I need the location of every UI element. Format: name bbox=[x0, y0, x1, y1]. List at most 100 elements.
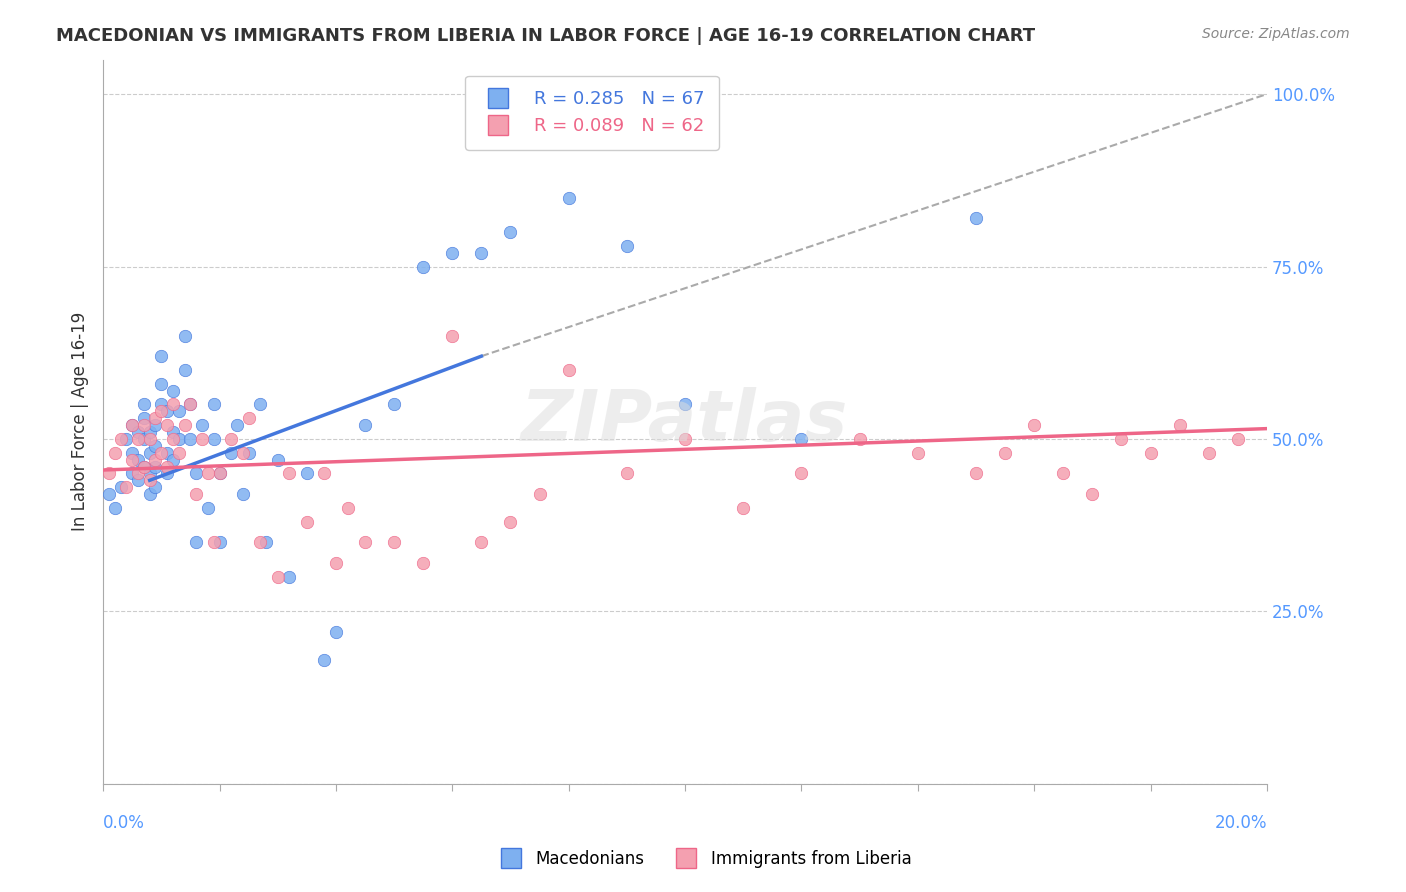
Point bbox=[249, 535, 271, 549]
Point bbox=[121, 446, 143, 460]
Point bbox=[145, 452, 167, 467]
Point bbox=[97, 487, 120, 501]
Point bbox=[325, 625, 347, 640]
Point bbox=[127, 474, 149, 488]
Point bbox=[616, 239, 638, 253]
Point bbox=[145, 418, 167, 433]
Point bbox=[127, 432, 149, 446]
Point bbox=[127, 467, 149, 481]
Point bbox=[238, 411, 260, 425]
Point bbox=[1139, 446, 1161, 460]
Point bbox=[145, 480, 167, 494]
Point bbox=[162, 384, 184, 398]
Point bbox=[156, 467, 179, 481]
Point bbox=[219, 432, 242, 446]
Point bbox=[1226, 432, 1249, 446]
Point bbox=[173, 418, 195, 433]
Point bbox=[529, 487, 551, 501]
Point bbox=[238, 446, 260, 460]
Point bbox=[557, 190, 579, 204]
Point bbox=[132, 411, 155, 425]
Point bbox=[191, 432, 214, 446]
Legend: Macedonians, Immigrants from Liberia: Macedonians, Immigrants from Liberia bbox=[488, 844, 918, 875]
Point bbox=[965, 211, 987, 226]
Point bbox=[470, 535, 492, 549]
Legend: R = 0.285   N = 67, R = 0.089   N = 62: R = 0.285 N = 67, R = 0.089 N = 62 bbox=[465, 76, 718, 150]
Point bbox=[382, 535, 405, 549]
Point bbox=[673, 397, 696, 411]
Point bbox=[254, 535, 277, 549]
Point bbox=[138, 432, 160, 446]
Y-axis label: In Labor Force | Age 16-19: In Labor Force | Age 16-19 bbox=[72, 312, 89, 532]
Point bbox=[470, 245, 492, 260]
Point bbox=[162, 432, 184, 446]
Text: Source: ZipAtlas.com: Source: ZipAtlas.com bbox=[1202, 27, 1350, 41]
Point bbox=[354, 535, 377, 549]
Point bbox=[673, 432, 696, 446]
Point bbox=[1198, 446, 1220, 460]
Point bbox=[115, 432, 138, 446]
Point bbox=[138, 467, 160, 481]
Point bbox=[232, 446, 254, 460]
Point bbox=[1168, 418, 1191, 433]
Point bbox=[150, 376, 173, 391]
Point bbox=[208, 467, 231, 481]
Point bbox=[132, 459, 155, 474]
Point bbox=[226, 418, 249, 433]
Point bbox=[97, 467, 120, 481]
Point bbox=[186, 487, 208, 501]
Point bbox=[145, 411, 167, 425]
Point bbox=[156, 404, 179, 418]
Point bbox=[138, 487, 160, 501]
Point bbox=[121, 452, 143, 467]
Point bbox=[167, 446, 190, 460]
Point bbox=[138, 425, 160, 439]
Point bbox=[965, 467, 987, 481]
Point bbox=[110, 432, 132, 446]
Point bbox=[994, 446, 1017, 460]
Point bbox=[162, 397, 184, 411]
Point bbox=[790, 467, 813, 481]
Point bbox=[179, 397, 201, 411]
Point bbox=[104, 500, 127, 515]
Point bbox=[191, 418, 214, 433]
Point bbox=[132, 418, 155, 433]
Point bbox=[138, 446, 160, 460]
Point bbox=[336, 500, 359, 515]
Point bbox=[232, 487, 254, 501]
Point bbox=[104, 446, 127, 460]
Point bbox=[110, 480, 132, 494]
Point bbox=[208, 467, 231, 481]
Point bbox=[278, 467, 301, 481]
Point bbox=[156, 459, 179, 474]
Point bbox=[197, 500, 219, 515]
Point bbox=[150, 446, 173, 460]
Point bbox=[267, 452, 290, 467]
Point bbox=[145, 459, 167, 474]
Point bbox=[325, 556, 347, 570]
Point bbox=[354, 418, 377, 433]
Point bbox=[173, 363, 195, 377]
Point bbox=[907, 446, 929, 460]
Point bbox=[162, 452, 184, 467]
Point bbox=[173, 328, 195, 343]
Point bbox=[186, 467, 208, 481]
Point bbox=[197, 467, 219, 481]
Text: 20.0%: 20.0% bbox=[1215, 814, 1267, 832]
Point bbox=[138, 474, 160, 488]
Point bbox=[202, 535, 225, 549]
Point bbox=[557, 363, 579, 377]
Point bbox=[314, 653, 336, 667]
Point bbox=[150, 397, 173, 411]
Point bbox=[167, 432, 190, 446]
Point bbox=[295, 515, 318, 529]
Text: ZIPatlas: ZIPatlas bbox=[522, 387, 849, 456]
Point bbox=[202, 432, 225, 446]
Point bbox=[441, 328, 464, 343]
Point bbox=[848, 432, 870, 446]
Point bbox=[219, 446, 242, 460]
Point bbox=[1052, 467, 1074, 481]
Point bbox=[1081, 487, 1104, 501]
Point bbox=[121, 418, 143, 433]
Point bbox=[208, 535, 231, 549]
